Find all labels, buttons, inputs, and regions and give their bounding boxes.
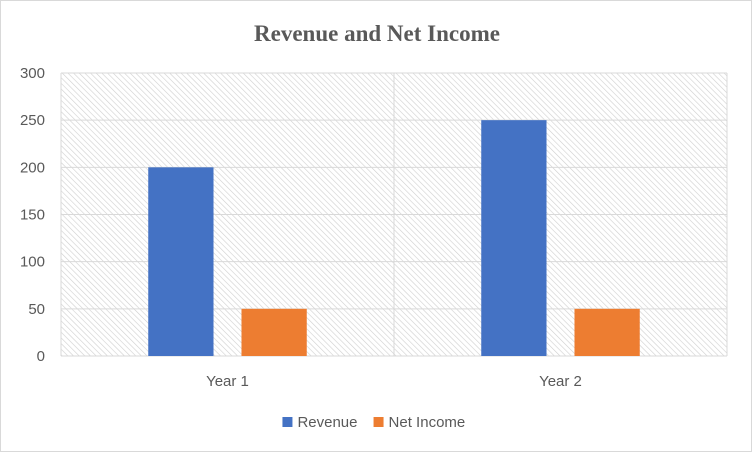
y-tick-label: 50 xyxy=(28,301,45,318)
legend-label: Revenue xyxy=(297,414,357,431)
bar xyxy=(574,308,640,356)
legend-swatch xyxy=(282,417,293,427)
y-tick-label: 0 xyxy=(37,348,45,365)
legend-label: Net Income xyxy=(389,414,466,431)
y-axis-ticks: 0 50 100 150 200 250 300 xyxy=(20,65,45,365)
y-tick-label: 300 xyxy=(20,65,45,82)
bar xyxy=(481,120,547,357)
legend: Revenue Net Income xyxy=(282,414,465,431)
bar xyxy=(241,308,307,356)
x-axis-ticks: Year 1 Year 2 xyxy=(206,373,582,390)
y-tick-label: 100 xyxy=(20,254,45,271)
bar xyxy=(148,167,214,356)
x-tick-label: Year 2 xyxy=(539,373,582,390)
chart-title: Revenue and Net Income xyxy=(254,21,500,46)
y-tick-label: 150 xyxy=(20,207,45,224)
y-tick-label: 250 xyxy=(20,112,45,129)
legend-swatch xyxy=(373,417,384,427)
y-tick-label: 200 xyxy=(20,159,45,176)
x-tick-label: Year 1 xyxy=(206,373,249,390)
bars xyxy=(148,120,640,357)
